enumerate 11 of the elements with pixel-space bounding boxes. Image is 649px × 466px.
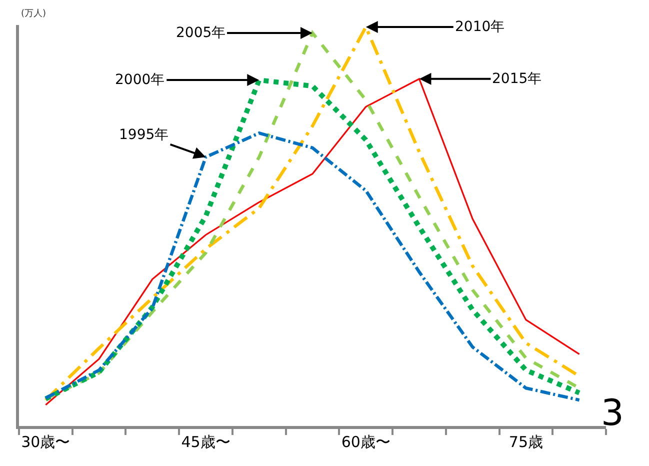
annotation: 3	[601, 393, 624, 434]
text: 2015年	[492, 71, 542, 87]
x-tick-label: 60歳〜	[341, 432, 390, 451]
x-tick-label: 75歳	[508, 432, 543, 451]
text: 2005年	[176, 25, 226, 41]
text: 2010年	[455, 19, 505, 35]
x-tick-label: 45歳〜	[181, 432, 230, 451]
text: 1995年	[119, 127, 169, 143]
text: 2000年	[115, 72, 165, 88]
y-axis-title: (万人)	[21, 8, 46, 19]
x-tick-label: 30歳〜	[21, 432, 70, 451]
